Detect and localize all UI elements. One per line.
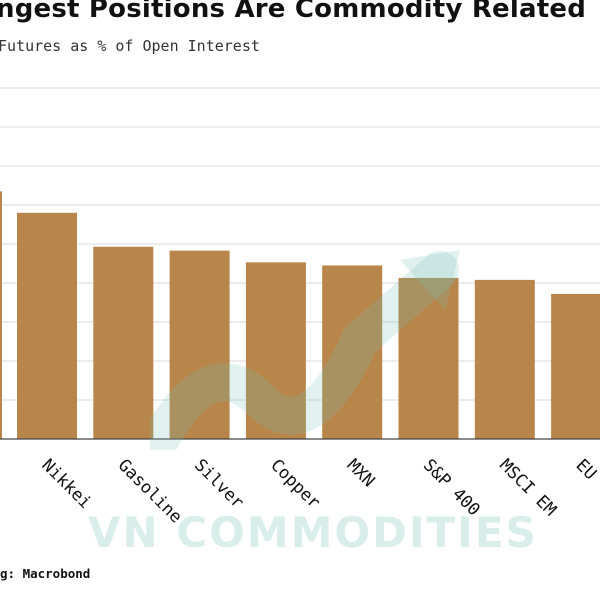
bar-nikkei (17, 212, 77, 439)
bar-mxn (322, 265, 383, 439)
bar-msci-em (474, 279, 535, 439)
bar-s-p-400 (398, 277, 459, 439)
category-label: EU (572, 455, 600, 484)
chart-subtitle: Futures as % of Open Interest (0, 37, 260, 55)
source-note: g: Macrobond (0, 566, 91, 581)
category-label: Silver (190, 455, 248, 513)
bar-copper (245, 262, 306, 439)
chart-title: ngest Positions Are Commodity Related (0, 0, 587, 24)
watermark-text: VN COMMODITIES (88, 508, 538, 557)
category-label: Nikkei (37, 455, 95, 513)
bar-partial-left (0, 191, 2, 439)
category-label: Copper (266, 455, 324, 513)
bar-gasoline (93, 246, 154, 439)
watermark-arrow-icon (150, 250, 460, 450)
bar-silver (169, 250, 230, 439)
category-label: MXN (343, 455, 379, 491)
bar-eu (551, 293, 600, 439)
bars (0, 191, 600, 439)
